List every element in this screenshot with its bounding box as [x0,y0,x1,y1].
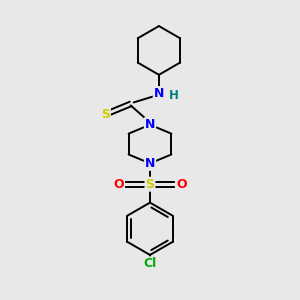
Text: N: N [145,118,155,131]
Text: N: N [145,157,155,170]
Text: Cl: Cl [143,257,157,270]
Text: N: N [154,87,164,100]
Text: O: O [176,178,187,191]
Text: S: S [146,178,154,191]
Text: O: O [113,178,124,191]
Text: H: H [169,88,179,101]
Text: S: S [101,108,110,121]
